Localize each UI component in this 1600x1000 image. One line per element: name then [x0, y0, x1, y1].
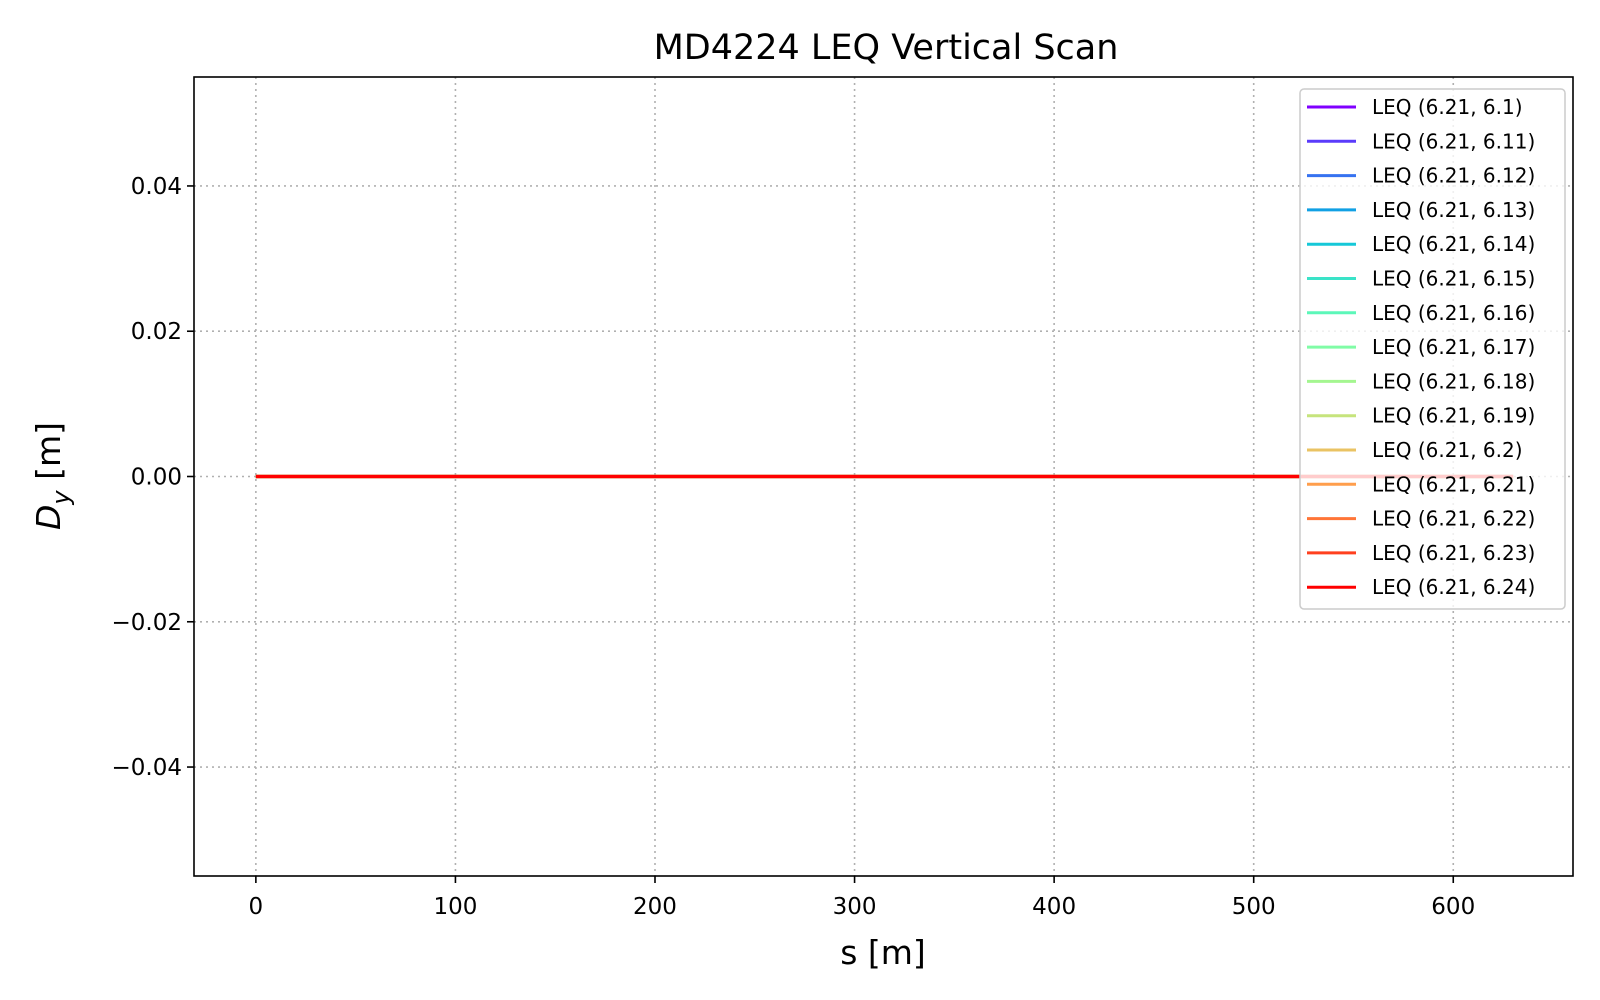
legend-label-14: LEQ (6.21, 6.23)	[1372, 541, 1535, 565]
y-tick-label: 0.00	[131, 465, 182, 491]
x-tick-label: 500	[1232, 894, 1276, 920]
legend-label-4: LEQ (6.21, 6.13)	[1372, 198, 1535, 222]
y-axis-label-subscript: y	[47, 490, 75, 506]
legend-label-13: LEQ (6.21, 6.22)	[1372, 507, 1535, 531]
legend-label-2: LEQ (6.21, 6.11)	[1372, 129, 1535, 153]
x-tick-label: 400	[1032, 894, 1076, 920]
legend-label-5: LEQ (6.21, 6.14)	[1372, 232, 1535, 256]
y-tick-label: −0.02	[112, 610, 182, 636]
legend-label-9: LEQ (6.21, 6.18)	[1372, 369, 1535, 393]
legend-label-8: LEQ (6.21, 6.17)	[1372, 335, 1535, 359]
legend-frame	[1299, 88, 1566, 610]
legend: LEQ (6.21, 6.1) LEQ (6.21, 6.11) LEQ (6.21…	[1299, 88, 1566, 610]
x-tick-label: 0	[249, 894, 264, 920]
legend-label-15: LEQ (6.21, 6.24)	[1372, 575, 1535, 599]
legend-label-10: LEQ (6.21, 6.19)	[1372, 404, 1535, 428]
legend-label-3: LEQ (6.21, 6.12)	[1372, 164, 1535, 188]
chart-title: MD4224 LEQ Vertical Scan	[654, 28, 1119, 68]
y-tick-label: 0.02	[131, 319, 182, 345]
x-axis-ticks: 0 100 200 300 400 500 600	[249, 876, 1475, 920]
x-tick-label: 300	[833, 894, 877, 920]
legend-label-11: LEQ (6.21, 6.2)	[1372, 438, 1523, 462]
y-tick-label: 0.04	[131, 174, 182, 200]
y-axis-label-main: D	[29, 505, 68, 530]
x-tick-label: 200	[633, 894, 677, 920]
legend-label-1: LEQ (6.21, 6.1)	[1372, 95, 1523, 119]
y-tick-label: −0.04	[112, 755, 182, 781]
y-axis-label-unit: [m]	[29, 422, 68, 490]
y-axis-label: Dy [m]	[29, 422, 75, 530]
legend-label-7: LEQ (6.21, 6.16)	[1372, 301, 1535, 325]
x-tick-label: 100	[433, 894, 477, 920]
y-axis-ticks: −0.04 −0.02 0.00 0.02 0.04	[112, 174, 194, 781]
x-tick-label: 600	[1431, 894, 1475, 920]
legend-label-6: LEQ (6.21, 6.15)	[1372, 267, 1535, 291]
legend-label-12: LEQ (6.21, 6.21)	[1372, 472, 1535, 496]
x-axis-label: s [m]	[840, 933, 926, 972]
